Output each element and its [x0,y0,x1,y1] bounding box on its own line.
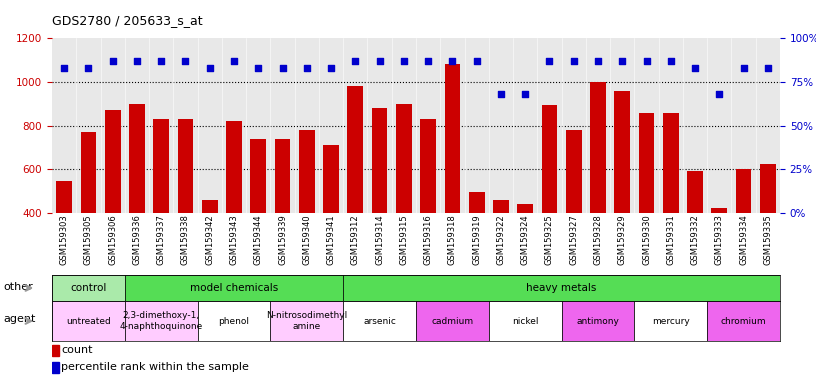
Bar [299,130,315,301]
Text: phenol: phenol [219,316,250,326]
Point [155,58,168,64]
Text: percentile rank within the sample: percentile rank within the sample [61,362,249,372]
Text: control: control [70,283,107,293]
Point [179,58,192,64]
Point [567,58,580,64]
Bar [590,82,606,301]
Bar [125,301,197,341]
Bar [251,139,266,301]
Point [203,65,216,71]
Text: cadmium: cadmium [432,316,473,326]
Point [689,65,702,71]
Point [325,65,338,71]
Point [543,58,556,64]
Bar [760,164,776,301]
Bar [344,275,780,301]
Point [519,91,532,97]
Bar [687,171,703,301]
Bar [445,64,460,301]
Bar [52,301,125,341]
Text: model chemicals: model chemicals [190,283,278,293]
Bar [129,104,144,301]
Text: count: count [61,346,92,356]
Bar [153,119,169,301]
Text: N-nitrosodimethyl
amine: N-nitrosodimethyl amine [266,311,348,331]
Point [106,58,119,64]
Bar [104,110,121,301]
Point [713,91,726,97]
Point [397,58,410,64]
Bar [493,200,509,301]
Point [592,58,605,64]
Point [761,65,774,71]
Bar [565,130,582,301]
Bar [468,192,485,301]
Point [446,58,459,64]
Bar [52,362,59,372]
Point [737,65,750,71]
Bar [344,301,416,341]
Bar [489,301,561,341]
Text: 2,3-dimethoxy-1,
4-naphthoquinone: 2,3-dimethoxy-1, 4-naphthoquinone [120,311,203,331]
Text: untreated: untreated [66,316,111,326]
Point [82,65,95,71]
Point [58,65,71,71]
Point [664,58,677,64]
Bar [275,139,290,301]
Bar [396,104,412,301]
Point [300,65,313,71]
Point [252,65,265,71]
Bar [202,200,218,301]
Point [422,58,435,64]
Text: arsenic: arsenic [363,316,396,326]
Point [131,58,144,64]
Bar [712,207,727,301]
Bar [226,121,242,301]
Bar [561,301,634,341]
Bar [270,301,344,341]
Text: agent: agent [4,314,36,324]
Point [640,58,653,64]
Text: GDS2780 / 205633_s_at: GDS2780 / 205633_s_at [52,14,202,27]
Bar [178,119,193,301]
Point [616,58,629,64]
Text: heavy metals: heavy metals [526,283,596,293]
Bar [81,132,96,301]
Bar [614,91,630,301]
Text: mercury: mercury [652,316,690,326]
Bar [52,275,125,301]
Point [373,58,386,64]
Point [276,65,289,71]
Bar [639,113,654,301]
Bar [416,301,489,341]
Text: chromium: chromium [721,316,766,326]
Text: antimony: antimony [577,316,619,326]
Bar [372,108,388,301]
Bar [52,345,59,356]
Bar [323,145,339,301]
Bar [125,275,344,301]
Text: nickel: nickel [512,316,539,326]
Bar [663,113,679,301]
Bar [420,119,436,301]
Point [470,58,483,64]
Bar [707,301,780,341]
Point [228,58,241,64]
Point [494,91,508,97]
Text: other: other [4,282,33,292]
Bar [197,301,270,341]
Bar [542,105,557,301]
Bar [736,169,752,301]
Bar [56,181,72,301]
Point [348,58,361,64]
Bar [517,204,533,301]
Bar [634,301,707,341]
Bar [348,86,363,301]
